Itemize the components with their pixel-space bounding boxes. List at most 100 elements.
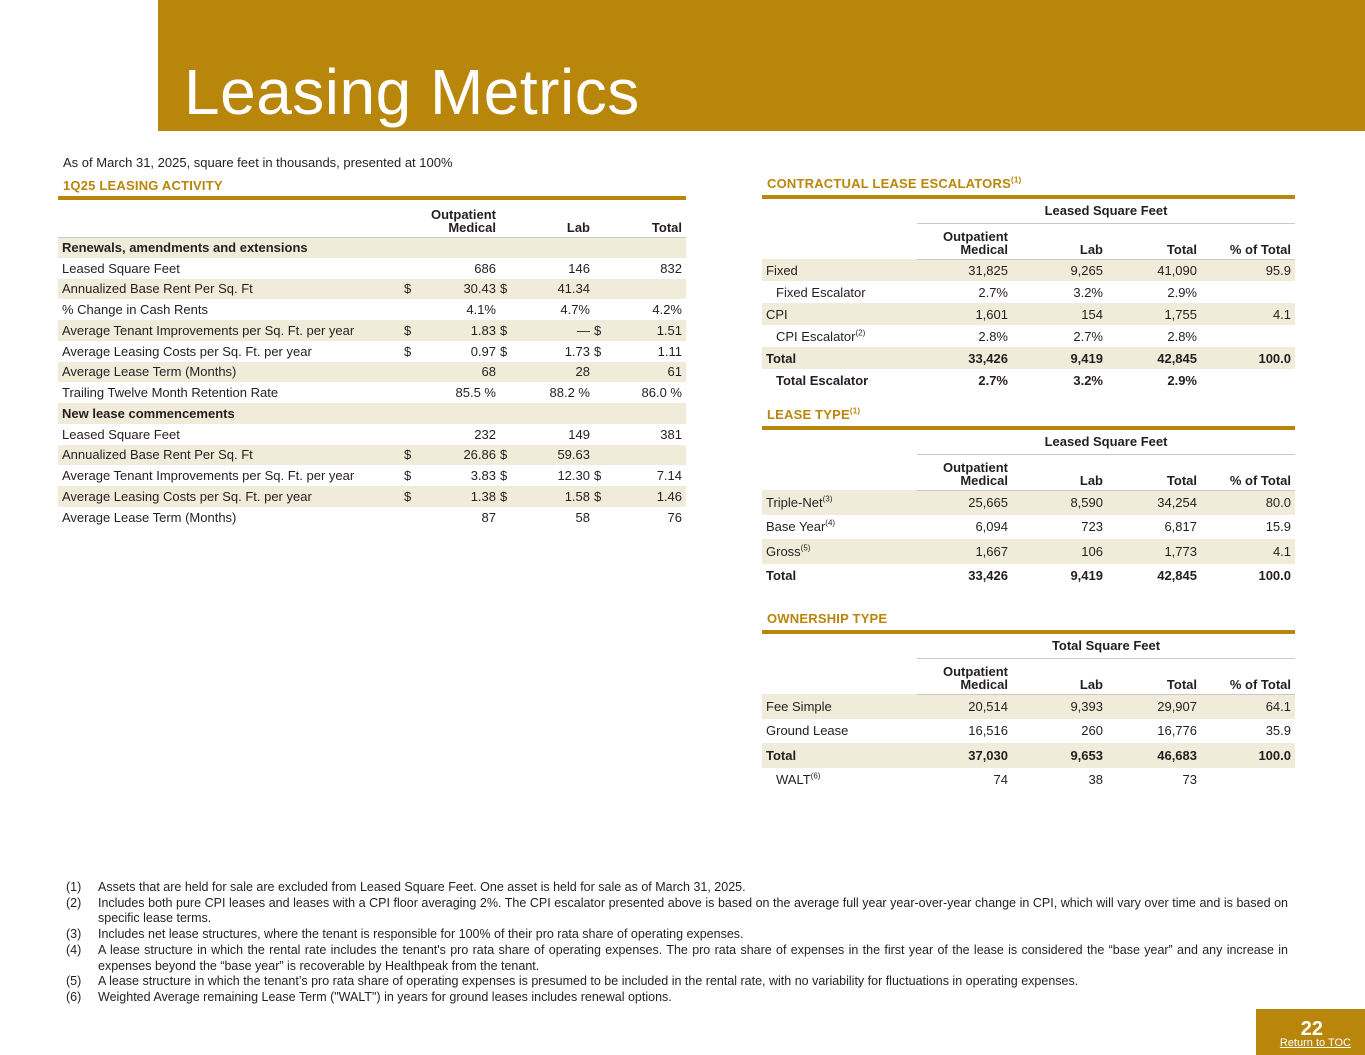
row-label: Total xyxy=(762,564,917,589)
footnote-number: (1) xyxy=(66,880,82,894)
lease-type-header-row: Outpatient Medical Lab Total % of Total xyxy=(762,454,1296,491)
ownership-table: Total Square Feet Outpatient Medical Lab … xyxy=(762,634,1295,792)
cell-value: 31,825 xyxy=(917,259,1012,281)
cell-value: 2.9% xyxy=(1167,284,1197,300)
cell-value: 85.5 % xyxy=(455,385,496,401)
cell-value: 16,516 xyxy=(968,723,1008,739)
cell-value: 686 xyxy=(474,260,496,276)
lease-type-bar xyxy=(762,426,1295,430)
row-label: Average Leasing Costs per Sq. Ft. per ye… xyxy=(58,486,404,507)
cell-value: 832 xyxy=(660,260,682,276)
cell-value: 64.1 xyxy=(1201,694,1295,719)
cell-value: 0.97 xyxy=(470,343,496,359)
row-label: Base Year(4) xyxy=(762,515,917,540)
row-label: Average Leasing Costs per Sq. Ft. per ye… xyxy=(62,343,312,359)
return-to-toc-link[interactable]: Return to TOC xyxy=(1279,1037,1351,1049)
table-row: Leased Square Feet 232 149 381 xyxy=(58,424,686,445)
dollar-sign: $ xyxy=(404,343,412,359)
cell-value: 2.7% xyxy=(1073,328,1103,344)
row-label: Total xyxy=(762,743,917,768)
dollar-sign xyxy=(404,507,420,528)
footnote-ref: (3) xyxy=(822,494,833,504)
row-label: Leased Square Feet xyxy=(62,260,180,276)
cell-value: 3.2% xyxy=(1073,284,1103,300)
cell-value: 1.38 xyxy=(420,486,500,507)
lease-type-table: Leased Square Feet Outpatient Medical Lab… xyxy=(762,430,1296,589)
cell-value: 9,265 xyxy=(1012,259,1107,281)
escalators-body: Leased Square Feet Outpatient Medical Lab… xyxy=(762,199,1296,391)
table-row: Base Year(4) 6,094 723 6,817 15.9 xyxy=(762,515,1295,540)
dollar-sign: $ xyxy=(500,343,508,359)
footnote-text: A lease structure in which the tenant’s … xyxy=(98,974,1079,989)
table-row: CPI 1,601 154 1,755 4.1 xyxy=(762,303,1296,325)
cell-value: 154 xyxy=(1012,303,1107,325)
cell-value: 723 xyxy=(1081,519,1103,535)
lease-type-group-row: Leased Square Feet xyxy=(762,430,1296,455)
escalators-title: CONTRACTUAL LEASE ESCALATORS(1) xyxy=(767,175,1022,191)
table-row: Total 33,426 9,419 42,845 100.0 xyxy=(762,564,1295,589)
cell-value xyxy=(1201,768,1295,793)
dollar-sign xyxy=(404,361,420,383)
cell-value: 73 xyxy=(1182,772,1197,788)
lease-type-body: Leased Square Feet Outpatient Medical Lab… xyxy=(762,430,1296,589)
escalators-header-row: Outpatient Medical Lab Total % of Total xyxy=(762,223,1296,260)
footnote: (2) Includes both pure CPI leases and lea… xyxy=(66,896,1288,927)
cell-value: 20,514 xyxy=(917,694,1012,719)
section-label: New lease commencements xyxy=(58,403,686,424)
cell-value: 1.11 xyxy=(657,343,682,359)
cell-value: 95.9 xyxy=(1201,259,1296,281)
row-label: WALT(6) xyxy=(762,768,917,793)
col-lab: Lab xyxy=(500,201,594,238)
dollar-sign: $ xyxy=(500,468,508,484)
footnote-number: (4) xyxy=(66,942,82,957)
row-label-text: Total xyxy=(766,350,797,366)
cell-value: 15.9 xyxy=(1265,519,1292,535)
cell-value: 28 xyxy=(516,361,594,383)
footnote: (3) Includes net lease structures, where … xyxy=(66,927,1288,943)
row-label-text: Total Escalator xyxy=(776,372,869,388)
footnote-number: (3) xyxy=(66,927,82,942)
table-row: Fixed 31,825 9,265 41,090 95.9 xyxy=(762,259,1296,281)
footnote-text: Includes both pure CPI leases and leases… xyxy=(98,895,1288,926)
dollar-sign xyxy=(404,258,420,279)
cell-value: 1,667 xyxy=(917,539,1012,564)
dollar-sign: $ xyxy=(594,468,602,484)
ownership-group-row: Total Square Feet xyxy=(762,634,1295,659)
dollar-sign: $ xyxy=(594,486,610,507)
dollar-sign: $ xyxy=(404,444,420,466)
cell-value: 1,755 xyxy=(1107,303,1201,325)
cell-value: 1.58 xyxy=(516,486,594,507)
ownership-header-row: Outpatient Medical Lab Total % of Total xyxy=(762,658,1295,695)
footnote-ref: (5) xyxy=(800,543,811,553)
table-row: CPI Escalator(2) 2.8% 2.7% 2.8% xyxy=(762,325,1295,347)
activity-bar xyxy=(58,196,686,200)
table-row: Average Tenant Improvements per Sq. Ft. … xyxy=(58,465,686,486)
cell-value: 12.30 xyxy=(557,468,590,484)
cell-value: 34,254 xyxy=(1107,490,1201,515)
title-banner: Leasing Metrics xyxy=(158,0,1365,131)
cell-value: 6,094 xyxy=(975,519,1008,535)
cell-value: 9,393 xyxy=(1012,694,1107,719)
cell-value: 4.1 xyxy=(1201,539,1296,564)
dollar-sign xyxy=(500,382,516,403)
table-row: Fixed Escalator 2.7% 3.2% 2.9% xyxy=(762,281,1295,303)
cell-value: 33,426 xyxy=(917,347,1012,369)
cell-value: 2.7% xyxy=(978,284,1008,300)
cell-value: 80.0 xyxy=(1201,490,1296,515)
table-row: Annualized Base Rent Per Sq. Ft $30.43 $41… xyxy=(58,278,686,300)
cell-value: 61 xyxy=(610,361,686,383)
section-row: Renewals, amendments and extensions xyxy=(58,237,686,258)
section-row: New lease commencements xyxy=(58,403,686,424)
cell-value: 68 xyxy=(420,361,500,383)
cell-value: 106 xyxy=(1012,539,1107,564)
row-label: Leased Square Feet xyxy=(62,426,180,442)
cell-value: 42,845 xyxy=(1157,568,1197,584)
cell-value: 41,090 xyxy=(1107,259,1201,281)
cell-value: 38 xyxy=(1088,772,1103,788)
cell-value: 26.86 xyxy=(420,444,500,466)
dollar-sign: $ xyxy=(404,468,412,484)
dollar-sign xyxy=(500,507,516,528)
table-row: Total 33,426 9,419 42,845 100.0 xyxy=(762,347,1296,369)
dollar-sign: $ xyxy=(404,320,420,341)
footnote-text: Weighted Average remaining Lease Term ("… xyxy=(98,989,672,1004)
